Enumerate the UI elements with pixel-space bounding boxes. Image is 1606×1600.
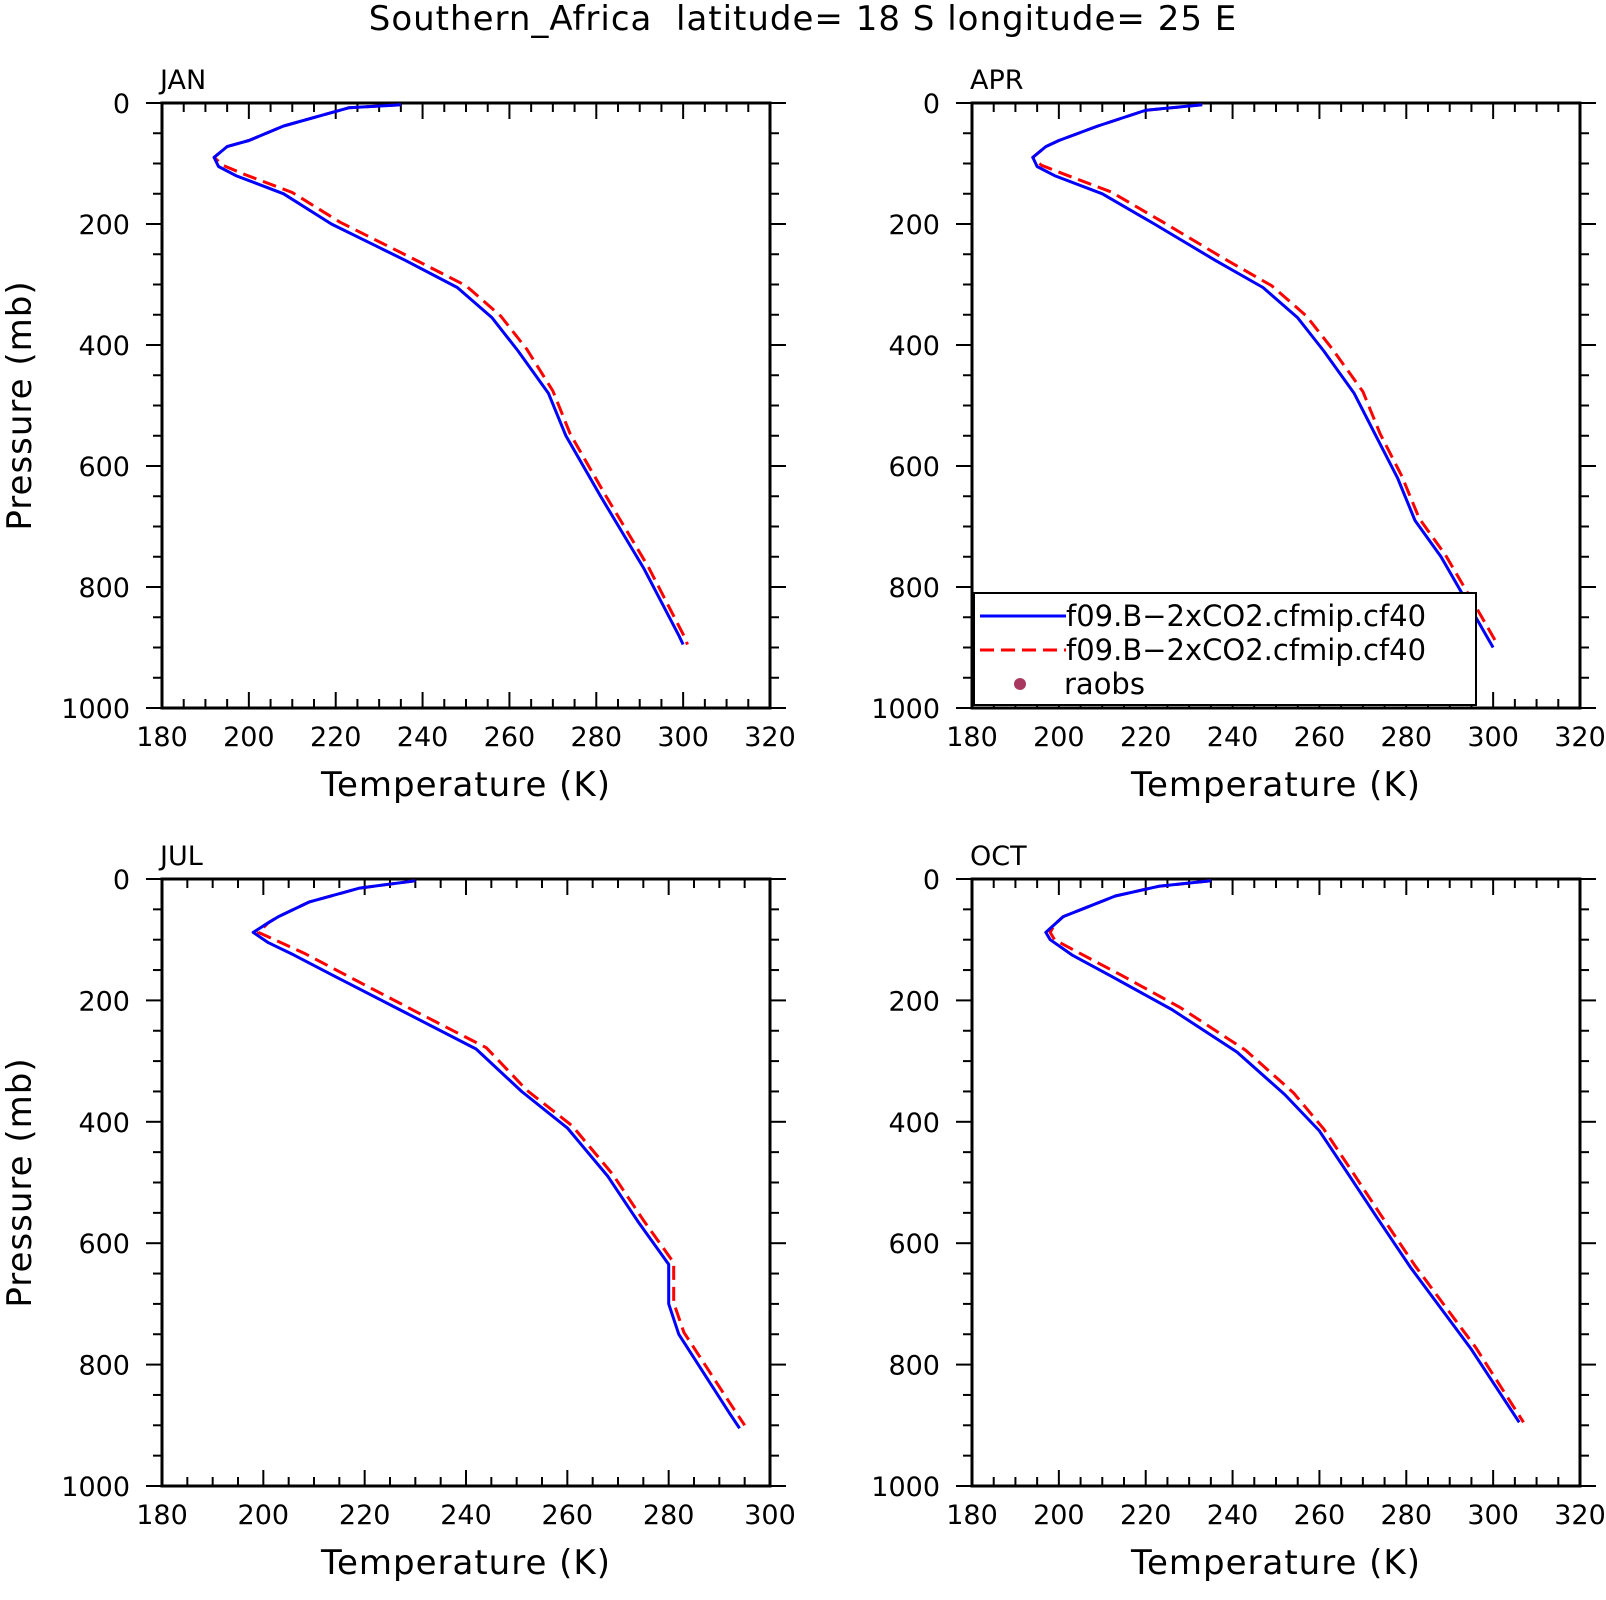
y-tick-label: 800 [78, 573, 130, 604]
plot-frame [160, 877, 772, 1488]
series-line-solid [1031, 103, 1495, 649]
y-tick-label: 200 [888, 210, 940, 241]
y-tick-label: 400 [888, 1108, 940, 1139]
series-line-dashed [1031, 103, 1499, 646]
x-tick-label: 300 [1467, 722, 1519, 753]
y-tick-label: 1000 [61, 694, 130, 725]
x-axis-label: Temperature (K) [1130, 1543, 1421, 1583]
x-tick-label: 240 [1207, 1500, 1259, 1531]
x-tick-label: 180 [946, 1500, 998, 1531]
x-tick-label: 280 [1381, 1500, 1433, 1531]
y-axis-label: Pressure (mb) [0, 280, 40, 530]
y-tick-label: 800 [78, 1351, 130, 1382]
x-tick-label: 300 [657, 722, 709, 753]
x-tick-label: 240 [440, 1500, 492, 1531]
x-tick-label: 300 [1467, 1500, 1519, 1531]
y-tick-label: 0 [923, 89, 940, 120]
x-tick-label: 220 [1120, 1500, 1172, 1531]
y-tick-label: 400 [888, 331, 940, 362]
series-line-solid [1044, 879, 1521, 1424]
y-tick-label: 400 [78, 331, 130, 362]
x-tick-label: 200 [1033, 1500, 1085, 1531]
series-line-dashed [1048, 879, 1525, 1424]
panel-jul: 180 200 220 240 260 280 300 0 200 400 600 800 1000 JU… [0, 841, 796, 1583]
y-tick-label: 200 [78, 210, 130, 241]
legend-label: f09.B−2xCO2.cfmip.cf40 [1066, 599, 1426, 633]
x-axis-label: Temperature (K) [320, 1543, 611, 1583]
y-tick-label: 1000 [871, 1472, 940, 1503]
y-tick-label: 800 [888, 573, 940, 604]
x-tick-label: 200 [238, 1500, 290, 1531]
y-tick-label: 1000 [61, 1472, 130, 1503]
y-axis-label: Pressure (mb) [0, 1057, 40, 1307]
x-tick-label: 260 [1294, 1500, 1346, 1531]
y-tick-label: 600 [78, 452, 130, 483]
x-tick-label: 260 [484, 722, 536, 753]
x-axis-label: Temperature (K) [1130, 765, 1421, 805]
x-tick-label: 220 [310, 722, 362, 753]
legend-box [973, 592, 1477, 706]
series-line-dashed [256, 879, 746, 1427]
panels-container: 180 200 220 240 260 280 300 320 0 200 400 600 800 100… [0, 65, 1606, 1583]
legend: f09.B−2xCO2.cfmip.cf40f09.B−2xCO2.cfmip.… [973, 592, 1477, 706]
panel-title: APR [970, 65, 1024, 96]
x-tick-label: 180 [136, 722, 188, 753]
x-tick-label: 220 [1120, 722, 1172, 753]
y-tick-label: 1000 [871, 694, 940, 725]
y-tick-label: 600 [888, 1229, 940, 1260]
x-tick-label: 200 [223, 722, 275, 753]
y-tick-label: 400 [78, 1108, 130, 1139]
x-tick-label: 180 [946, 722, 998, 753]
x-tick-label: 280 [643, 1500, 695, 1531]
y-tick-label: 0 [923, 865, 940, 896]
panel-title: JAN [158, 65, 206, 96]
panel-title: JUL [158, 841, 203, 872]
series-line-dashed [212, 103, 689, 646]
x-tick-label: 240 [1207, 722, 1259, 753]
y-tick-label: 200 [888, 986, 940, 1017]
x-tick-label: 280 [1381, 722, 1433, 753]
x-tick-label: 280 [571, 722, 623, 753]
figure-title: Southern_Africa latitude= 18 S longitude… [369, 0, 1238, 39]
panel-title: OCT [970, 841, 1027, 872]
y-tick-label: 800 [888, 1351, 940, 1382]
plot-frame [160, 101, 772, 710]
x-tick-label: 320 [1554, 1500, 1606, 1531]
x-tick-label: 200 [1033, 722, 1085, 753]
y-tick-label: 200 [78, 986, 130, 1017]
x-tick-label: 300 [744, 1500, 796, 1531]
legend-label: raobs [1064, 667, 1145, 701]
legend-marker [1014, 678, 1026, 690]
x-tick-label: 320 [1554, 722, 1606, 753]
x-tick-label: 180 [136, 1500, 188, 1531]
x-tick-label: 320 [744, 722, 796, 753]
x-tick-label: 260 [542, 1500, 594, 1531]
y-tick-label: 600 [78, 1229, 130, 1260]
plot-frame [970, 877, 1582, 1488]
series-line-solid [212, 103, 685, 646]
y-tick-label: 0 [113, 89, 130, 120]
panel-jan: 180 200 220 240 260 280 300 320 0 200 400 600 800 100… [0, 65, 796, 805]
x-tick-label: 220 [339, 1500, 391, 1531]
y-tick-label: 0 [113, 865, 130, 896]
panel-oct: 180 200 220 240 260 280 300 320 0 200 400 600 800 100… [871, 841, 1605, 1583]
x-axis-label: Temperature (K) [320, 765, 611, 805]
y-tick-label: 600 [888, 452, 940, 483]
series-line-solid [251, 879, 741, 1430]
legend-label: f09.B−2xCO2.cfmip.cf40 [1066, 633, 1426, 667]
x-tick-label: 240 [397, 722, 449, 753]
x-tick-label: 260 [1294, 722, 1346, 753]
